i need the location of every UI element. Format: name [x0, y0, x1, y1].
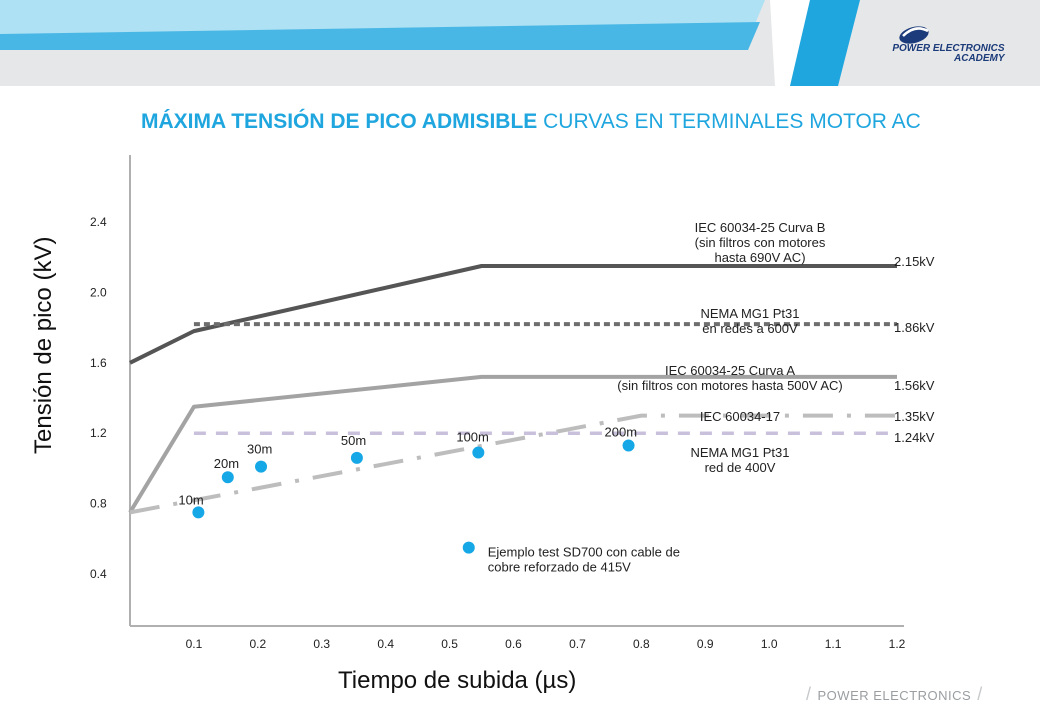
- x-tick-label: 0.5: [441, 637, 458, 651]
- x-tick-label: 1.1: [825, 637, 842, 651]
- series-label-3: (sin filtros con motores hasta 500V AC): [617, 378, 842, 393]
- series-end-label-1: 2.15kV: [894, 254, 935, 269]
- y-tick-label: 2.4: [90, 215, 107, 229]
- brand-line2: ACADEMY: [954, 53, 1005, 64]
- labels-layer: IEC 60034-25 Curva B(sin filtros con mot…: [617, 220, 935, 475]
- series-end-label-4: 1.35kV: [894, 409, 935, 424]
- chart-axes: 0.4 0.8 1.2 1.6 2.0 2.4 0.1 0.2 0.3 0.4 0.5 0.6 0.7 0…: [90, 155, 906, 651]
- series-end-label-2: 1.86kV: [894, 320, 935, 335]
- x-tick-label: 0.4: [377, 637, 394, 651]
- x-tick-label: 1.2: [889, 637, 906, 651]
- data-point-label: 50m: [341, 433, 366, 448]
- footer-text: POWER ELECTRONICS: [817, 688, 972, 703]
- points-legend-marker: [462, 541, 475, 554]
- x-tick-label: 0.2: [249, 637, 266, 651]
- x-tick-label: 0.3: [313, 637, 330, 651]
- footer-slash-icon: /: [806, 684, 812, 704]
- data-point-label: 100m: [456, 430, 489, 445]
- x-tick-label: 0.9: [697, 637, 714, 651]
- title-rest: CURVAS EN TERMINALES MOTOR AC: [537, 110, 921, 133]
- data-point: [622, 439, 635, 452]
- y-tick-label: 0.8: [90, 497, 107, 511]
- y-tick-label: 1.6: [90, 356, 107, 370]
- series-line-3: [128, 374, 897, 514]
- x-tick-label: 0.8: [633, 637, 650, 651]
- footer-brand: / POWER ELECTRONICS /: [800, 684, 989, 705]
- series-label-1: hasta 690V AC): [714, 250, 805, 265]
- points-layer: 10m 20m 30m 50m 100m 200m Ejemplo test SD700 c…: [178, 425, 680, 575]
- x-tick-label: 1.0: [761, 637, 778, 651]
- series-label-1: IEC 60034-25 Curva B: [695, 220, 826, 235]
- series-label-1: (sin filtros con motores: [695, 235, 826, 250]
- series-label-4: IEC 60034-17: [700, 409, 780, 424]
- x-tick-label: 0.6: [505, 637, 522, 651]
- y-tick-label: 0.4: [90, 567, 107, 581]
- data-point: [255, 460, 268, 473]
- series-end-label-5: 1.24kV: [894, 430, 935, 445]
- header-blue-stripe: [0, 22, 760, 50]
- data-point: [192, 506, 205, 519]
- data-point: [472, 446, 485, 459]
- header-white-divider: [770, 0, 810, 86]
- brand-logo-icon: [899, 26, 929, 44]
- footer-slash-icon: /: [977, 684, 983, 704]
- header-blue-band: [790, 0, 860, 86]
- brand-line1: POWER ELECTRONICS: [892, 43, 1005, 54]
- points-legend-text: cobre reforzado de 415V: [488, 560, 631, 575]
- series-label-5: NEMA MG1 Pt31: [691, 445, 790, 460]
- data-point: [350, 451, 363, 464]
- data-point-label: 30m: [247, 442, 272, 457]
- y-axis-label: Tensión de pico (kV): [30, 236, 57, 454]
- x-axis-label: Tiempo de subida (µs): [338, 667, 577, 694]
- page-title: MÁXIMA TENSIÓN DE PICO ADMISIBLE CURVAS …: [141, 110, 921, 134]
- brand-logo-text: POWER ELECTRONICS ACADEMY: [878, 43, 1005, 64]
- x-tick-label: 0.1: [186, 637, 203, 651]
- y-tick-label: 2.0: [90, 285, 107, 299]
- series-label-2: en redes a 600V: [702, 321, 798, 336]
- data-point: [221, 471, 234, 484]
- series-label-5: red de 400V: [705, 460, 776, 475]
- series-end-label-3: 1.56kV: [894, 378, 935, 393]
- x-tick-label: 0.7: [569, 637, 586, 651]
- points-legend-text: Ejemplo test SD700 con cable de: [488, 545, 680, 560]
- header-banner: [0, 0, 1040, 86]
- series-label-3: IEC 60034-25 Curva A: [665, 363, 795, 378]
- title-bold: MÁXIMA TENSIÓN DE PICO ADMISIBLE: [141, 110, 538, 133]
- series-label-2: NEMA MG1 Pt31: [701, 306, 800, 321]
- data-point-label: 200m: [605, 425, 638, 440]
- series-line-1: [129, 264, 897, 365]
- data-point-label: 10m: [178, 492, 203, 507]
- series-layer: [128, 264, 897, 515]
- data-point-label: 20m: [214, 456, 239, 471]
- y-tick-label: 1.2: [90, 426, 107, 440]
- series-line-4: [129, 413, 897, 515]
